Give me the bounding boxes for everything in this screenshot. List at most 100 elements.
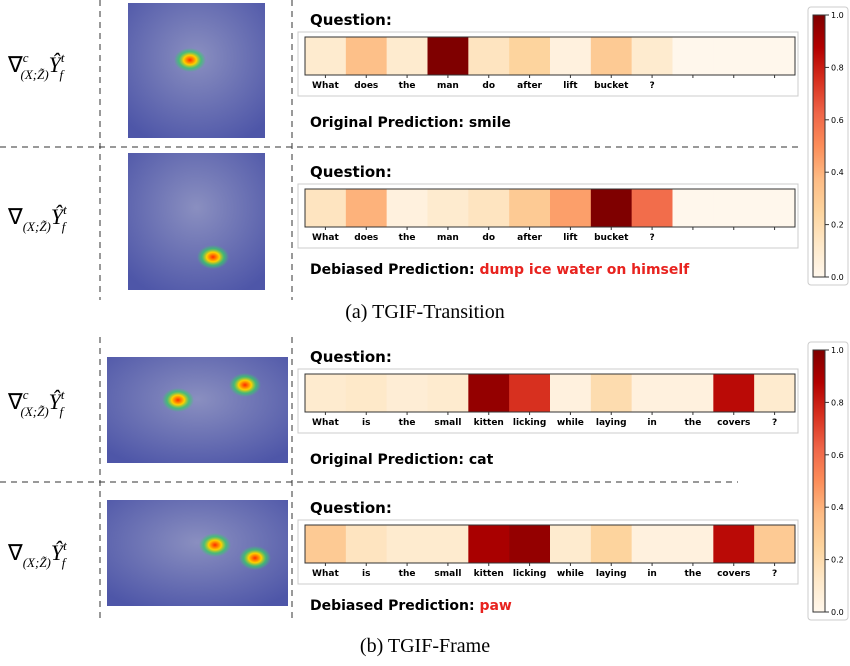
heatmap-cell [550, 525, 591, 563]
heatmap-cell [468, 37, 509, 75]
word-label: ? [772, 418, 777, 428]
heatmap-cell [509, 374, 550, 412]
heatmap-cell [673, 374, 714, 412]
math-part: ∇ [7, 204, 23, 229]
question-label: Question: [310, 163, 392, 181]
math-part: c [23, 387, 29, 402]
colorbar-tick-label: 1.0 [831, 11, 844, 20]
word-label: kitten [474, 569, 504, 579]
prediction: Original Prediction: cat [310, 452, 494, 468]
word-label: while [557, 569, 584, 579]
prediction-label: Original Prediction: [310, 115, 464, 131]
word-label: licking [513, 569, 546, 579]
heatmap-cell [509, 525, 550, 563]
prediction-answer: dump ice water on himself [479, 262, 690, 278]
heatmap-cell [387, 374, 428, 412]
colorbar-tick-label: 0.6 [831, 451, 844, 460]
caption: (b) TGIF-Frame [360, 635, 490, 657]
word-label: covers [717, 569, 750, 579]
heatmap-cell [346, 189, 387, 227]
word-label: the [399, 81, 416, 91]
colorbar [813, 15, 825, 277]
heatmap-cell [673, 525, 714, 563]
heatmap-cell [632, 189, 673, 227]
heatmap-cell [591, 189, 632, 227]
prediction-answer: paw [479, 598, 511, 614]
word-label: kitten [474, 418, 504, 428]
math-part: t [61, 50, 65, 65]
prediction-label: Debiased Prediction: [310, 598, 475, 614]
math-part: (X;Z̃) [23, 219, 51, 234]
heatmap-cell [428, 525, 469, 563]
word-label: do [482, 81, 495, 91]
colorbar-tick-label: 0.0 [831, 273, 844, 282]
math-part: c [23, 50, 29, 65]
colorbar-tick-label: 0.4 [831, 168, 844, 177]
heatmap-cell [754, 189, 795, 227]
colorbar-tick-label: 0.6 [831, 116, 844, 125]
heatmap-cell [428, 189, 469, 227]
word-label: after [517, 233, 542, 243]
math-part: (X;Z̃) [21, 67, 49, 82]
word-label: What [312, 569, 339, 579]
heatmap-cell [550, 189, 591, 227]
question-label: Question: [310, 499, 392, 517]
heatmap-cell [754, 374, 795, 412]
attention-spot [239, 546, 271, 570]
heatmap-cell [632, 374, 673, 412]
word-label: does [354, 233, 378, 243]
heatmap-cell [591, 525, 632, 563]
prediction: Debiased Prediction: dump ice water on h… [310, 262, 690, 278]
word-label: What [312, 81, 339, 91]
heatmap-cell [754, 525, 795, 563]
heatmap-cell [468, 374, 509, 412]
math-part: f [60, 404, 66, 419]
heatmap-cell [509, 37, 550, 75]
word-label: covers [717, 418, 750, 428]
heatmap-cell [673, 37, 714, 75]
heatmap-cell [468, 189, 509, 227]
heatmap-cell [387, 189, 428, 227]
word-label: bucket [594, 233, 629, 243]
heatmap-cell [387, 525, 428, 563]
word-label: What [312, 233, 339, 243]
prediction-answer: cat [469, 452, 494, 468]
heatmap-cell [346, 374, 387, 412]
colorbar-tick-label: 1.0 [831, 346, 844, 355]
heatmap-cell [550, 37, 591, 75]
question-label: Question: [310, 11, 392, 29]
heatmap-cell [632, 37, 673, 75]
caption: (a) TGIF-Transition [345, 301, 504, 323]
attention-spot [197, 245, 229, 269]
math-part: ∇ [7, 540, 23, 565]
video-frame [107, 357, 288, 463]
heatmap-cell [387, 37, 428, 75]
math-part: t [63, 538, 67, 553]
math-part: f [62, 219, 68, 234]
word-label: does [354, 81, 378, 91]
word-label: the [399, 418, 416, 428]
colorbar-tick-label: 0.4 [831, 503, 844, 512]
prediction-label: Debiased Prediction: [310, 262, 475, 278]
word-label: after [517, 81, 542, 91]
word-label: bucket [594, 81, 629, 91]
heatmap-cell [591, 37, 632, 75]
video-frame [128, 153, 265, 290]
colorbar [813, 350, 825, 612]
word-label: in [647, 418, 657, 428]
colorbar-tick-label: 0.8 [831, 63, 844, 72]
heatmap-cell [754, 37, 795, 75]
attention-spot [199, 533, 231, 557]
colorbar-tick-label: 0.0 [831, 608, 844, 617]
heatmap-cell [305, 374, 346, 412]
word-label: in [647, 569, 657, 579]
word-label: lift [563, 81, 578, 91]
heatmap-cell [713, 189, 754, 227]
heatmap-cell [713, 374, 754, 412]
word-label: the [399, 569, 416, 579]
word-label: small [434, 418, 461, 428]
word-label: is [362, 569, 370, 579]
